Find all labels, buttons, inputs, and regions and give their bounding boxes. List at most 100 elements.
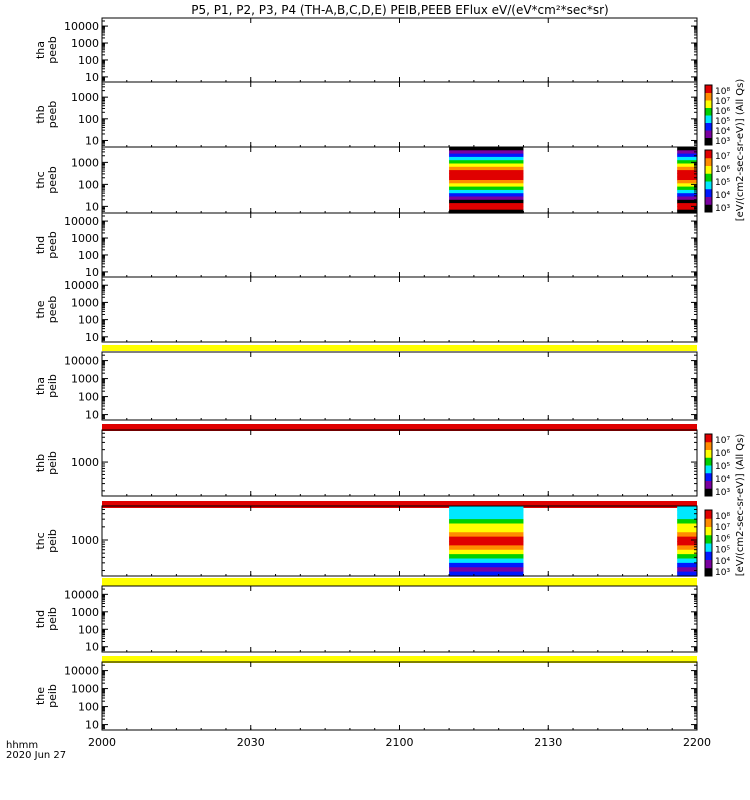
x-axis-unit-label: hhmm	[6, 740, 38, 751]
panel-frame	[101, 146, 698, 214]
colorbar-segment	[705, 518, 712, 527]
spectrogram-band	[449, 170, 524, 174]
colorbar-tick-label: 10⁸	[715, 87, 730, 97]
colorbar-segment	[705, 196, 712, 205]
y-tick-label: 1000	[71, 606, 99, 619]
colorbar-segment	[705, 534, 712, 544]
panel-thc-peeb: 1000 100 10 thc peeb	[34, 146, 698, 214]
spectrogram-band	[677, 536, 697, 542]
y-tick-label: 1000	[71, 373, 99, 386]
y-tick-label: 1000	[71, 456, 99, 469]
spectrogram-band	[677, 541, 697, 546]
colorbar-segment	[705, 551, 712, 560]
spectrogram-band	[449, 153, 524, 158]
panel-label-product: peeb	[46, 36, 59, 64]
spectrogram-band	[677, 545, 697, 551]
panel-frame	[101, 276, 698, 343]
y-tick-label: 10	[85, 71, 99, 84]
colorbar-tick-label: 10³	[715, 488, 730, 498]
panel-label-product: peeb	[46, 101, 59, 129]
spectrogram-band	[677, 156, 697, 161]
colorbar-tick-label: 10⁶	[715, 449, 730, 459]
spectrogram-band	[449, 180, 524, 184]
panel-frame	[101, 585, 698, 653]
colorbar-tick-label: 10⁸	[715, 512, 730, 522]
panel-frame	[101, 429, 698, 497]
spectrogram-band	[449, 519, 524, 525]
spectrogram-band	[677, 196, 697, 201]
colorbar-segment	[705, 157, 712, 166]
colorbar-frame	[704, 149, 713, 213]
panel-label-product: peib	[46, 451, 59, 475]
fill-stripe	[102, 656, 697, 663]
panel-label-probe: thb	[34, 454, 47, 472]
spectrogram-band	[677, 514, 697, 520]
colorbar-tick-label: 10⁷	[715, 152, 730, 162]
y-tick-label: 10000	[64, 20, 99, 33]
spectrogram-band	[449, 150, 524, 155]
panel-thd-peeb: 10000 1000 100 10 thd peeb	[34, 212, 698, 279]
panel-frame	[101, 81, 698, 148]
y-tick-label: 10	[85, 266, 99, 279]
colorbar-tick-label: 10⁵	[715, 178, 730, 188]
colorbar-segment	[705, 472, 712, 481]
colorbar-segment	[705, 526, 712, 536]
fill-stripe	[102, 424, 697, 431]
spectrogram-band	[677, 153, 697, 158]
spectrogram-band	[449, 176, 524, 181]
panel-label-probe: tha	[34, 41, 47, 59]
panel-label-probe: tha	[34, 377, 47, 395]
colorbar-tick-label: 10⁷	[715, 97, 730, 107]
spectrogram-band	[449, 193, 524, 198]
panel-label-probe: the	[34, 300, 47, 318]
y-tick-label: 1000	[71, 534, 99, 547]
colorbar-segment	[705, 150, 712, 159]
spectrogram-band	[677, 160, 697, 165]
y-tick-label: 10	[85, 719, 99, 732]
spectrogram-band	[449, 571, 524, 577]
x-tick-label: 2130	[534, 736, 562, 749]
y-tick-label: 1000	[71, 296, 99, 309]
panel-label-product: peib	[46, 374, 59, 398]
colorbar-segment	[705, 559, 712, 569]
colorbar-tick-label: 10⁷	[715, 436, 730, 446]
spectrogram-band	[449, 206, 524, 211]
panel-label-product: peeb	[46, 231, 59, 259]
spectrogram-band	[449, 160, 524, 165]
fill-stripe	[102, 345, 697, 351]
panel-label-product: peib	[46, 607, 59, 631]
y-tick-label: 1000	[71, 156, 99, 169]
spectrogram-band	[677, 150, 697, 155]
spectrogram-band	[677, 166, 697, 171]
panel-label-probe: thb	[34, 105, 47, 123]
colorbar-tick-label: 10³	[715, 568, 730, 578]
y-tick-label: 100	[78, 391, 99, 404]
spectrogram-band	[677, 147, 697, 151]
spectrogram-band	[677, 206, 697, 211]
spectrogram-band	[449, 196, 524, 201]
panel-label-probe: thd	[34, 236, 47, 254]
spectrogram-band	[677, 180, 697, 184]
colorbar-tick-label: 10⁴	[715, 475, 730, 485]
spectrogram-band	[449, 163, 524, 168]
colorbar-segment	[705, 480, 712, 489]
spectrogram-band	[449, 156, 524, 161]
spectrogram-band	[677, 506, 697, 511]
colorbar-tick-label: 10⁴	[715, 557, 730, 567]
spectrogram-band	[677, 562, 697, 568]
y-tick-label: 10	[85, 134, 99, 147]
colorbar-label: [eV/(cm2-sec-sr-eV)] (All Qs)	[735, 79, 746, 222]
spectrogram-band	[449, 545, 524, 551]
panel-label-product: peib	[46, 684, 59, 708]
spectrogram-band	[677, 523, 697, 529]
panel-label-product: peib	[46, 529, 59, 553]
spectrogram-band	[677, 189, 697, 194]
y-tick-label: 10	[85, 409, 99, 422]
y-tick-label: 100	[78, 623, 99, 636]
colorbar-segment	[705, 137, 712, 146]
y-tick-label: 100	[78, 178, 99, 191]
spectrogram-band	[449, 199, 524, 204]
